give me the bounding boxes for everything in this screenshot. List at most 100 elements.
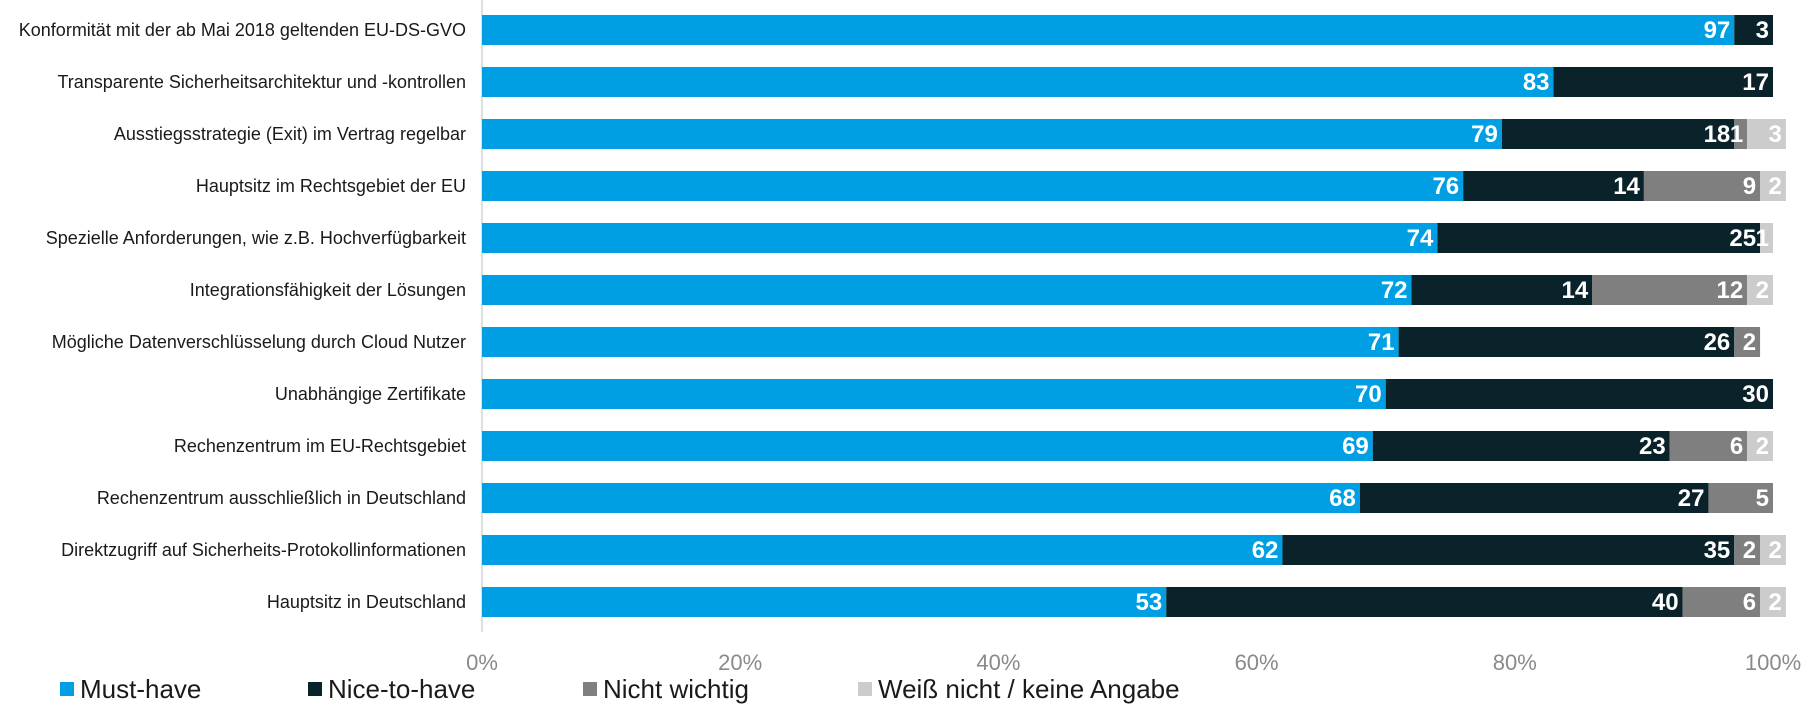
data-label: 74 [1407, 225, 1434, 252]
legend-item-nice-to-have: Nice-to-have [308, 674, 583, 705]
bar-segment [482, 223, 1438, 253]
category-label: Rechenzentrum ausschließlich in Deutschl… [97, 488, 466, 508]
data-label: 18 [1704, 121, 1731, 148]
bar-segment [1166, 587, 1683, 617]
bar-segment [1501, 119, 1735, 149]
data-label: 26 [1704, 329, 1731, 356]
bar-segment [1463, 171, 1644, 201]
data-label: 2 [1743, 537, 1756, 564]
bar-segment [1398, 327, 1735, 357]
data-label: 76 [1432, 173, 1459, 200]
bar-segment [1411, 275, 1593, 305]
bar-segment [482, 119, 1502, 149]
bar-segment [1734, 119, 1748, 149]
x-tick-label: 40% [976, 650, 1020, 670]
data-label: 23 [1639, 433, 1666, 460]
data-label: 3 [1756, 17, 1769, 44]
bar-segment [1760, 223, 1773, 253]
bar-segment [1592, 275, 1748, 305]
category-label: Konformität mit der ab Mai 2018 geltende… [19, 20, 466, 40]
bar-segment [1734, 15, 1773, 45]
data-label: 1 [1730, 121, 1743, 148]
bar-segment [1553, 67, 1773, 97]
data-label: 9 [1743, 173, 1756, 200]
bar-segment [1359, 483, 1709, 513]
bar-segment [1747, 119, 1786, 149]
category-label: Transparente Sicherheitsarchitektur und … [57, 72, 466, 92]
legend-label-nicht-wichtig: Nicht wichtig [603, 673, 749, 704]
category-label: Ausstiegsstrategie (Exit) im Vertrag reg… [114, 124, 466, 144]
category-label: Integrationsfähigkeit der Lösungen [190, 280, 466, 300]
bar-segment [1760, 535, 1786, 565]
data-label: 27 [1678, 485, 1705, 512]
bar-segment [482, 327, 1399, 357]
bar-segment [482, 431, 1373, 461]
bar-segment [1643, 171, 1761, 201]
data-label: 17 [1742, 69, 1769, 96]
legend-item-weiss-nicht: Weiß nicht / keine Angabe [858, 674, 1180, 705]
bar-segment [482, 15, 1735, 45]
data-label: 3 [1769, 121, 1782, 148]
data-label: 12 [1716, 277, 1743, 304]
bar-segment [1734, 535, 1761, 565]
data-label: 68 [1329, 485, 1356, 512]
data-label: 40 [1652, 589, 1679, 616]
legend-swatch-nice-to-have [308, 682, 322, 696]
data-label: 6 [1730, 433, 1743, 460]
data-label: 79 [1471, 121, 1498, 148]
legend-item-must-have: Must-have [60, 674, 308, 705]
data-label: 69 [1342, 433, 1369, 460]
legend: Must-have Nice-to-have Nicht wichtig Wei… [60, 672, 1180, 706]
data-label: 2 [1756, 277, 1769, 304]
category-label: Direktzugriff auf Sicherheits-Protokolli… [61, 540, 466, 560]
category-label: Unabhängige Zertifikate [275, 384, 466, 404]
data-label: 6 [1743, 589, 1756, 616]
bar-segment [1372, 431, 1670, 461]
bar-segment [1760, 171, 1786, 201]
x-tick-label: 60% [1235, 650, 1279, 670]
bar-segment [1282, 535, 1735, 565]
legend-swatch-weiss-nicht [858, 682, 872, 696]
data-label: 2 [1743, 329, 1756, 356]
data-label: 35 [1704, 537, 1731, 564]
legend-label-nice-to-have: Nice-to-have [328, 673, 476, 704]
bar-segment [482, 483, 1360, 513]
chart-plot: Konformität mit der ab Mai 2018 geltende… [19, 0, 1801, 670]
legend-label-weiss-nicht: Weiß nicht / keine Angabe [878, 673, 1180, 704]
bar-segment [482, 171, 1464, 201]
data-label: 14 [1613, 173, 1640, 200]
data-label: 25 [1729, 225, 1756, 252]
data-label: 97 [1704, 17, 1731, 44]
category-label: Rechenzentrum im EU-Rechtsgebiet [174, 436, 466, 456]
legend-swatch-must-have [60, 682, 74, 696]
data-label: 30 [1742, 381, 1769, 408]
bar-segment [1385, 379, 1773, 409]
bar-segment [482, 67, 1554, 97]
data-label: 62 [1252, 537, 1279, 564]
bar-segment [1747, 431, 1773, 461]
data-label: 2 [1769, 589, 1782, 616]
x-tick-label: 80% [1493, 650, 1537, 670]
data-label: 2 [1769, 173, 1782, 200]
x-tick-label: 100% [1745, 650, 1801, 670]
data-label: 2 [1769, 537, 1782, 564]
bar-segment [1682, 587, 1761, 617]
data-label: 83 [1523, 69, 1550, 96]
bar-segment [1747, 275, 1773, 305]
category-label: Hauptsitz im Rechtsgebiet der EU [196, 176, 466, 196]
bar-segment [1734, 327, 1761, 357]
category-label: Hauptsitz in Deutschland [267, 592, 466, 612]
data-label: 71 [1368, 329, 1395, 356]
data-label: 2 [1756, 433, 1769, 460]
bar-segment [1760, 587, 1786, 617]
x-tick-label: 0% [466, 650, 498, 670]
data-label: 70 [1355, 381, 1382, 408]
legend-item-nicht-wichtig: Nicht wichtig [583, 674, 858, 705]
legend-label-must-have: Must-have [80, 673, 202, 704]
legend-swatch-nicht-wichtig [583, 682, 597, 696]
bar-segment [482, 379, 1386, 409]
bar-segment [482, 535, 1283, 565]
data-label: 1 [1756, 225, 1769, 252]
bar-segment [482, 587, 1167, 617]
